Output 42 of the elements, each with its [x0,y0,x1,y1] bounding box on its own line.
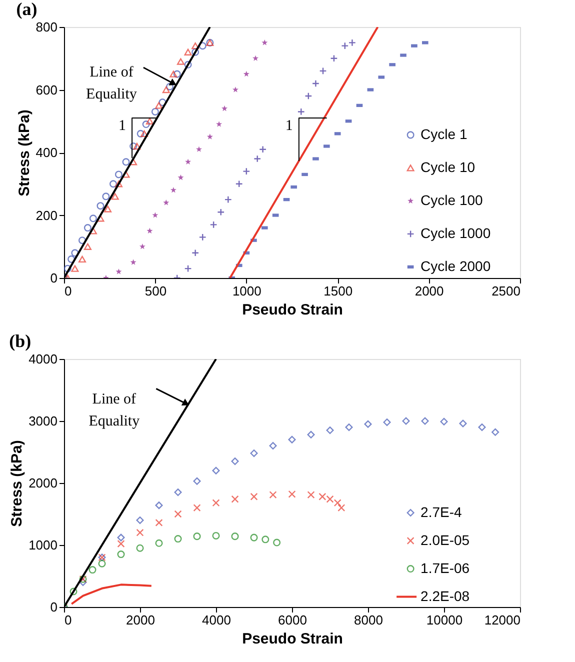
x-tick-label: 2000 [126,612,155,628]
y-tick-label: 400 [36,145,58,160]
legend-label: 2.7E-4 [420,504,462,520]
y-tick-label: 0 [50,270,58,286]
legend-label: Cycle 100 [420,192,484,208]
x-tick-label: 8000 [354,612,383,628]
annotation: Line of Equality [86,64,138,102]
legend-label: Cycle 1000 [420,224,491,241]
y-tick-label: 4000 [28,352,58,366]
y-tick-label: 2000 [28,476,58,490]
x-tick-label: 1000 [232,284,262,298]
annotation: Line of Equality [88,392,140,430]
x-tick-label: 0 [64,284,72,298]
x-tick-label: 2000 [414,284,444,298]
x-tick-label: 12000 [484,612,520,628]
y-axis-title: Stress (kPa) [8,440,26,527]
x-tick-label: 10000 [426,612,463,628]
x-tick-label: 6000 [278,612,307,628]
annotation: 1 [118,118,126,134]
y-tick-label: 3000 [28,414,58,428]
y-tick-label: 800 [36,20,58,34]
y-tick-label: 1000 [28,538,58,552]
x-tick-label: 1500 [324,284,353,298]
legend-label: Cycle 1 [420,126,468,142]
legend-label: 2.2E-08 [420,588,470,604]
x-tick-label: 2500 [492,284,520,298]
y-tick-label: 0 [50,600,58,614]
legend-label: Cycle 10 [420,158,476,175]
y-tick-label: 600 [36,82,58,98]
legend-label: Cycle 2000 [420,258,491,274]
y-tick-label: 200 [36,208,58,223]
x-tick-label: 500 [144,284,167,298]
chart-title: (b) [9,331,32,351]
legend-label: 2.0E-05 [420,532,470,548]
annotation: 1 [285,118,293,134]
x-axis-title: Pseudo Strain [242,302,343,318]
x-tick-label: 0 [64,612,72,628]
chart-title: (a) [16,0,38,19]
x-axis-title: Pseudo Strain [242,630,343,648]
y-axis-title: Stress (kPa) [16,110,33,196]
x-tick-label: 4000 [202,612,231,628]
legend-label: 1.7E-06 [420,560,470,576]
